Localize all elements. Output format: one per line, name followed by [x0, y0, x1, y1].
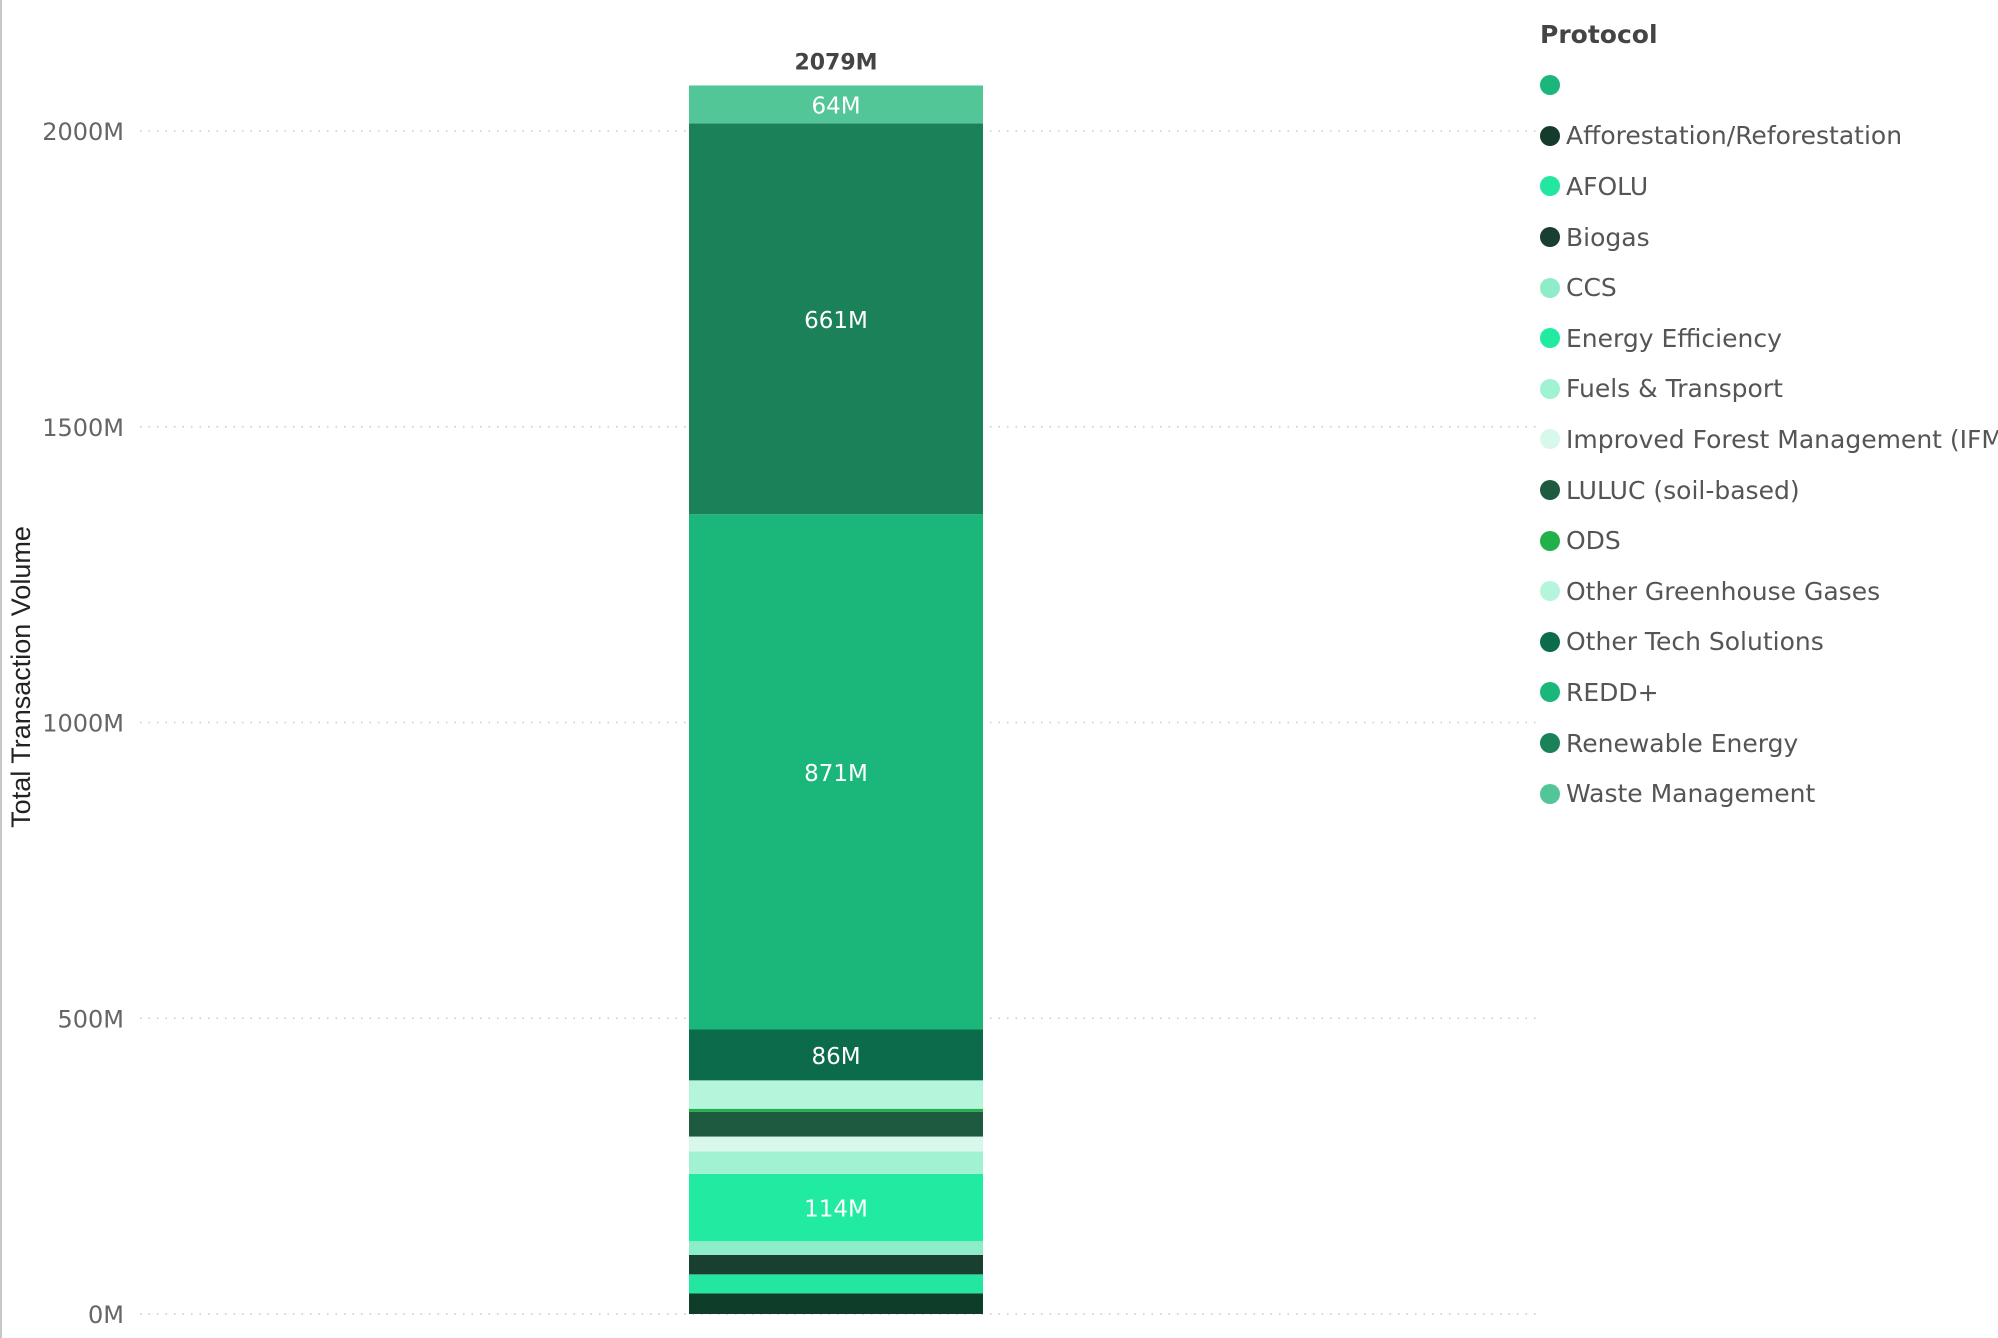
y-tick-label: 1500M [42, 414, 124, 442]
total-label: 2079M [794, 50, 877, 75]
data-label: 64M [811, 93, 860, 119]
legend-swatch [1540, 277, 1560, 298]
legend-label: Energy Efficiency [1566, 323, 1782, 353]
legend-label: Afforestation/Reforestation [1566, 121, 1903, 151]
legend-item[interactable]: AFOLU [1540, 161, 1998, 212]
data-label: 871M [804, 761, 868, 787]
y-tick-label: 2000M [42, 118, 124, 146]
legend-item[interactable]: Improved Forest Management (IFM) [1540, 414, 1998, 465]
legend-item[interactable]: Biogas [1540, 212, 1998, 263]
legend-swatch [1540, 581, 1560, 602]
bar-segment [689, 1241, 983, 1255]
legend-label: Waste Management [1566, 779, 1816, 809]
legend-item[interactable]: REDD+ [1540, 667, 1998, 718]
legend-label: Improved Forest Management (IFM) [1566, 424, 1998, 454]
legend-swatch [1540, 783, 1560, 804]
bar-segment [689, 1293, 983, 1314]
legend-swatch [1540, 480, 1560, 501]
legend-swatch [1540, 328, 1560, 349]
legend-swatch [1540, 530, 1560, 551]
legend-item[interactable] [1540, 60, 1998, 111]
bar-segment [689, 123, 983, 515]
bar-segment [689, 1274, 983, 1294]
bar-segment [689, 1111, 983, 1137]
bar-segment [689, 1136, 983, 1152]
bar-segment [689, 1029, 983, 1081]
legend-label: CCS [1566, 273, 1617, 303]
bar-segment [689, 1151, 983, 1174]
bar-segment [689, 85, 983, 124]
legend-swatch [1540, 733, 1560, 754]
legend-title: Protocol [1540, 20, 1658, 49]
legend-swatch [1540, 682, 1560, 703]
legend-item[interactable]: Waste Management [1540, 768, 1998, 819]
y-tick-label: 500M [57, 1005, 124, 1033]
legend-swatch [1540, 429, 1560, 450]
data-label: 661M [804, 308, 868, 334]
legend-item[interactable]: CCS [1540, 262, 1998, 313]
legend-swatch [1540, 227, 1560, 248]
legend-label: Fuels & Transport [1566, 374, 1783, 404]
legend-swatch [1540, 75, 1560, 96]
legend-label: REDD+ [1566, 677, 1659, 707]
legend: Protocol Afforestation/Reforestation AFOL… [1540, 20, 1998, 819]
legend-swatch [1540, 125, 1560, 146]
legend-item[interactable]: ODS [1540, 515, 1998, 566]
y-tick-label: 1000M [42, 710, 124, 738]
legend-label: Other Tech Solutions [1566, 627, 1824, 657]
legend-item[interactable]: Other Greenhouse Gases [1540, 566, 1998, 617]
legend-swatch [1540, 378, 1560, 399]
data-label: 114M [804, 1197, 868, 1223]
legend-label: AFOLU [1566, 171, 1649, 201]
legend-item[interactable]: Other Tech Solutions [1540, 617, 1998, 668]
legend-swatch [1540, 176, 1560, 197]
legend-label: LULUC (soil-based) [1566, 475, 1800, 505]
legend-swatch [1540, 631, 1560, 652]
bar-segment [689, 1080, 983, 1109]
legend-label: ODS [1566, 526, 1621, 556]
legend-item[interactable]: LULUC (soil-based) [1540, 465, 1998, 516]
bar-segment [689, 514, 983, 1030]
legend-item[interactable]: Renewable Energy [1540, 718, 1998, 769]
legend-label: Biogas [1566, 222, 1650, 252]
legend-items: Afforestation/Reforestation AFOLU Biogas CC… [1540, 60, 1998, 819]
bar-segment [689, 1108, 983, 1112]
legend-item[interactable]: Afforestation/Reforestation [1540, 111, 1998, 162]
legend-label: Renewable Energy [1566, 728, 1799, 758]
bar-segment [689, 1173, 983, 1242]
y-axis-title: Total Transaction Volume [6, 526, 36, 828]
left-border [0, 0, 2, 1338]
y-tick-label: 0M [88, 1301, 124, 1329]
legend-label: Other Greenhouse Gases [1566, 576, 1881, 606]
legend-item[interactable]: Energy Efficiency [1540, 313, 1998, 364]
bar-segment [689, 1254, 983, 1275]
legend-item[interactable]: Fuels & Transport [1540, 364, 1998, 415]
data-label: 86M [811, 1044, 860, 1070]
